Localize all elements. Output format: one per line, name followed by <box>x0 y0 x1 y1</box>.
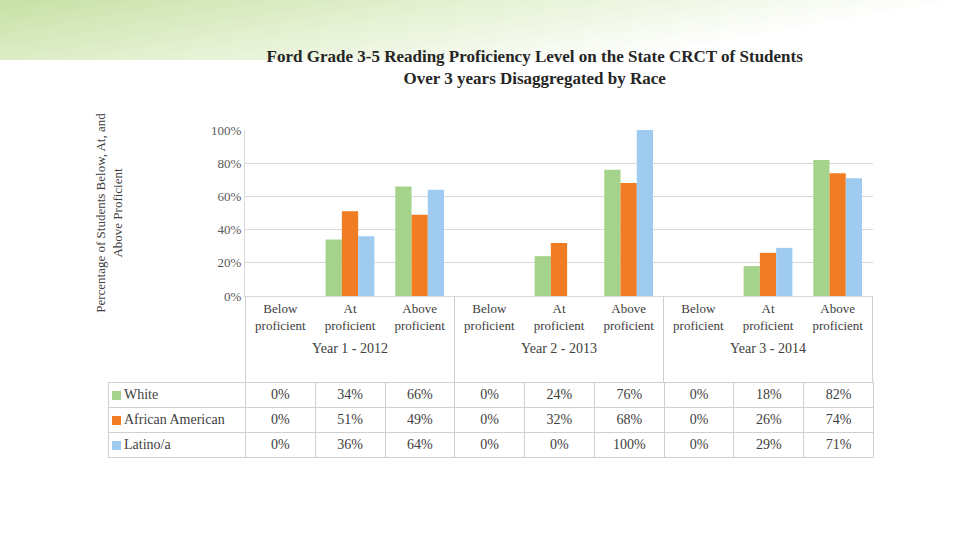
svg-text:Year 2 - 2013: Year 2 - 2013 <box>521 341 597 356</box>
html-text:34%: 34% <box>337 387 363 402</box>
html-text:76%: 76% <box>616 387 642 402</box>
html-text:Latino/a: Latino/a <box>124 437 171 452</box>
svg-text:Year 3 - 2014: Year 3 - 2014 <box>730 341 806 356</box>
html-text:100%: 100% <box>612 437 646 452</box>
html-text:66%: 66% <box>407 387 433 402</box>
html-text:0%: 0% <box>550 437 569 452</box>
svg-text:Atproficient: Atproficient <box>325 301 376 333</box>
html-text:74%: 74% <box>825 412 852 427</box>
svg-text:60%: 60% <box>218 189 242 204</box>
html-text:0%: 0% <box>271 387 290 402</box>
html-text:29%: 29% <box>755 437 782 452</box>
html-text:0%: 0% <box>271 437 290 452</box>
html-text:0%: 0% <box>480 412 499 427</box>
html-text:82%: 82% <box>825 387 852 402</box>
html-text:26%: 26% <box>755 412 782 427</box>
html-text:0%: 0% <box>480 387 499 402</box>
svg-text:Aboveproficient: Aboveproficient <box>603 301 654 333</box>
html-text:51%: 51% <box>337 412 363 427</box>
html-text:0%: 0% <box>689 412 709 427</box>
svg-text:Atproficient: Atproficient <box>534 301 585 333</box>
html-text:White: White <box>124 387 159 402</box>
svg-text:Belowproficient: Belowproficient <box>464 301 515 333</box>
html-text:64%: 64% <box>407 437 433 452</box>
html-text:0%: 0% <box>689 387 709 402</box>
svg-text:Ford Grade 3-5 Reading Profici: Ford Grade 3-5 Reading Proficiency Level… <box>267 47 804 88</box>
html-text:0%: 0% <box>271 412 290 427</box>
svg-text:Belowproficient: Belowproficient <box>673 301 724 333</box>
html-text:36%: 36% <box>337 437 363 452</box>
svg-text:Aboveproficient: Aboveproficient <box>812 301 863 333</box>
svg-text:Aboveproficient: Aboveproficient <box>394 301 445 333</box>
html-text:24%: 24% <box>546 387 573 402</box>
html-text:32%: 32% <box>546 412 573 427</box>
svg-text:20%: 20% <box>218 255 242 270</box>
svg-text:100%: 100% <box>211 123 242 138</box>
html-text:71%: 71% <box>825 437 852 452</box>
svg-text:Belowproficient: Belowproficient <box>255 301 306 333</box>
html-text:68%: 68% <box>616 412 642 427</box>
html-text:African American: African American <box>124 412 225 427</box>
html-text:49%: 49% <box>407 412 433 427</box>
svg-text:Percentage of Students Below,: Percentage of Students Below, At, andAbo… <box>93 113 125 313</box>
svg-text:Atproficient: Atproficient <box>743 301 794 333</box>
html-text:18%: 18% <box>755 387 782 402</box>
svg-text:40%: 40% <box>218 222 242 237</box>
svg-text:80%: 80% <box>218 156 242 171</box>
svg-text:0%: 0% <box>224 289 242 304</box>
html-text:0%: 0% <box>689 437 709 452</box>
svg-text:Year 1 - 2012: Year 1 - 2012 <box>312 341 388 356</box>
html-text:0%: 0% <box>480 437 499 452</box>
